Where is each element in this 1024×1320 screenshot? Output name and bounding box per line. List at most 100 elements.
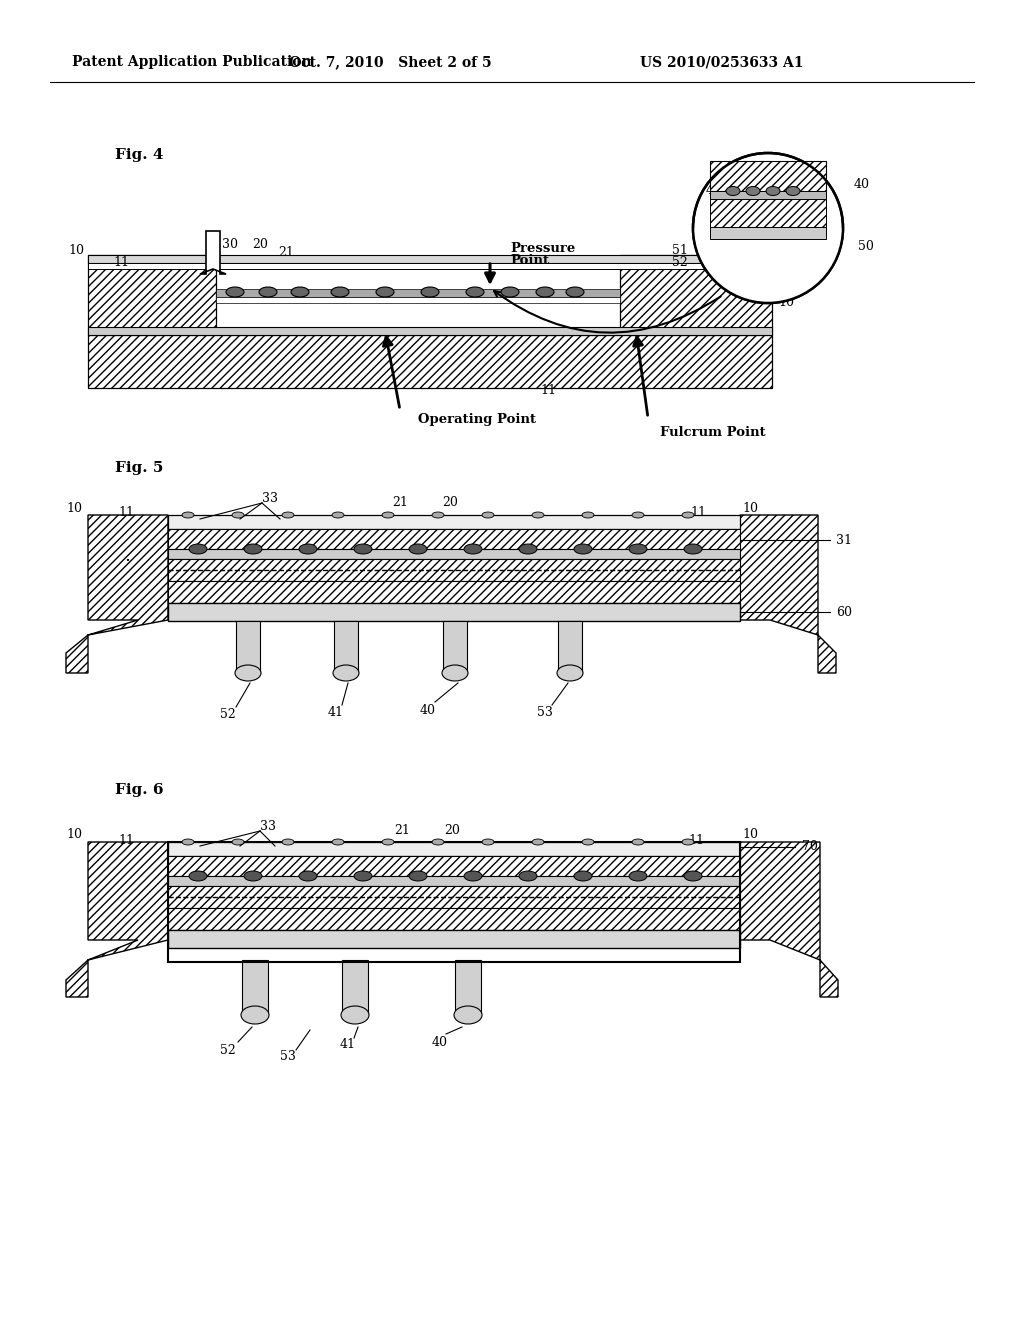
Ellipse shape [333, 665, 359, 681]
Text: Oct. 7, 2010   Sheet 2 of 5: Oct. 7, 2010 Sheet 2 of 5 [289, 55, 492, 69]
Ellipse shape [382, 840, 394, 845]
Text: 53: 53 [537, 706, 553, 719]
Ellipse shape [259, 286, 278, 297]
Bar [216, 297, 620, 304]
Bar [168, 515, 740, 529]
Ellipse shape [682, 840, 694, 845]
Ellipse shape [519, 544, 537, 554]
Ellipse shape [532, 840, 544, 845]
Ellipse shape [442, 665, 468, 681]
Ellipse shape [766, 186, 780, 195]
Bar [620, 255, 772, 335]
Bar [168, 842, 740, 855]
Ellipse shape [189, 871, 207, 880]
Ellipse shape [536, 286, 554, 297]
Ellipse shape [682, 512, 694, 517]
Bar [710, 199, 826, 227]
Ellipse shape [376, 286, 394, 297]
Bar [168, 886, 740, 908]
Ellipse shape [582, 512, 594, 517]
Ellipse shape [786, 186, 800, 195]
Ellipse shape [189, 544, 207, 554]
Text: 52: 52 [220, 709, 236, 722]
Ellipse shape [299, 871, 317, 880]
Bar [168, 931, 740, 948]
Bar [88, 327, 772, 335]
Ellipse shape [232, 840, 244, 845]
Bar [242, 960, 268, 1015]
Ellipse shape [629, 544, 647, 554]
Ellipse shape [582, 840, 594, 845]
Bar [558, 620, 582, 673]
Bar [168, 855, 740, 876]
Text: 20: 20 [252, 239, 268, 252]
Bar [216, 289, 620, 297]
Text: ·: · [124, 552, 130, 570]
Wedge shape [693, 228, 843, 302]
Polygon shape [200, 231, 226, 275]
Text: 31: 31 [836, 533, 852, 546]
Ellipse shape [632, 840, 644, 845]
Text: Patent Application Publication: Patent Application Publication [72, 55, 311, 69]
Ellipse shape [432, 512, 444, 517]
Text: 21: 21 [278, 246, 294, 259]
Text: 70: 70 [802, 841, 818, 854]
Bar [710, 161, 826, 191]
Text: 20: 20 [442, 496, 458, 510]
Ellipse shape [299, 544, 317, 554]
Bar [342, 960, 368, 1015]
Bar [168, 842, 740, 962]
Ellipse shape [382, 512, 394, 517]
Ellipse shape [501, 286, 519, 297]
Text: 21: 21 [392, 496, 408, 510]
Text: 10: 10 [742, 502, 758, 515]
Ellipse shape [331, 286, 349, 297]
Ellipse shape [432, 840, 444, 845]
Text: 10: 10 [66, 829, 82, 842]
Bar [88, 255, 216, 335]
Text: 10: 10 [68, 243, 84, 256]
Polygon shape [66, 515, 168, 673]
Polygon shape [740, 515, 836, 673]
Bar [168, 842, 740, 962]
Text: 11: 11 [688, 833, 705, 846]
Bar [168, 529, 740, 549]
Text: 30: 30 [222, 239, 238, 252]
Bar [168, 908, 740, 931]
Text: 11: 11 [690, 507, 706, 520]
Text: 11: 11 [118, 833, 134, 846]
Polygon shape [66, 842, 168, 997]
Ellipse shape [282, 840, 294, 845]
Ellipse shape [566, 286, 584, 297]
Bar [168, 581, 740, 603]
Bar [168, 558, 740, 581]
Ellipse shape [182, 840, 194, 845]
Ellipse shape [291, 286, 309, 297]
Bar [88, 255, 772, 263]
Ellipse shape [354, 544, 372, 554]
Ellipse shape [332, 512, 344, 517]
Text: 40: 40 [420, 704, 436, 717]
Bar [710, 191, 826, 199]
Bar [88, 335, 772, 388]
Text: 50: 50 [858, 239, 873, 252]
Text: 21: 21 [394, 824, 410, 837]
Bar [236, 620, 260, 673]
Text: Fig. 6: Fig. 6 [115, 783, 164, 797]
Text: 11: 11 [113, 256, 129, 268]
Ellipse shape [241, 1006, 269, 1024]
Ellipse shape [464, 544, 482, 554]
Text: Fig. 5: Fig. 5 [115, 461, 164, 475]
Text: 33: 33 [260, 821, 276, 833]
Ellipse shape [226, 286, 244, 297]
Text: 11: 11 [118, 507, 134, 520]
Ellipse shape [574, 544, 592, 554]
Text: 41: 41 [340, 1039, 356, 1052]
Ellipse shape [519, 871, 537, 880]
Text: 51: 51 [672, 244, 688, 257]
Text: 52: 52 [220, 1044, 236, 1056]
Ellipse shape [454, 1006, 482, 1024]
Ellipse shape [532, 512, 544, 517]
Ellipse shape [466, 286, 484, 297]
Text: Pressure: Pressure [510, 243, 575, 256]
